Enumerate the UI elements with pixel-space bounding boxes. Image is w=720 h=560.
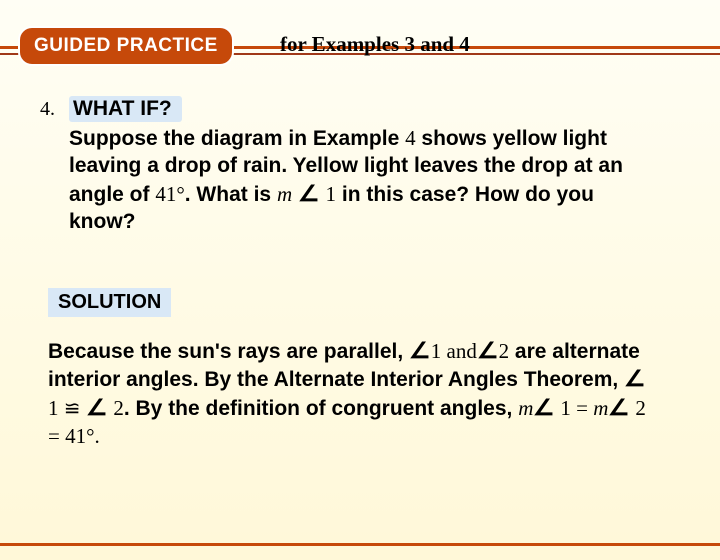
angle-icon: ∠: [477, 337, 499, 365]
q-example-number: 4: [405, 126, 416, 150]
angle-icon: ∠: [86, 394, 108, 422]
question-row: 4. WHAT IF? Suppose the diagram in Examp…: [40, 96, 660, 236]
question-text: Suppose the diagram in Example 4 shows y…: [69, 125, 660, 236]
question-number: 4.: [40, 98, 55, 236]
q-text-part1: Suppose the diagram in Example: [69, 127, 405, 150]
what-if-badge: WHAT IF?: [69, 96, 182, 122]
sol-m2: m: [593, 396, 608, 420]
q-angle-value: 41°: [155, 182, 184, 206]
angle-icon: ∠: [624, 365, 646, 393]
q-m-variable: m: [277, 182, 292, 206]
congruent-icon: ≌: [64, 398, 81, 420]
solution-text: Because the sun's rays are parallel, ∠1 …: [40, 337, 660, 452]
angle-icon: ∠: [409, 337, 431, 365]
sol-m1: m: [518, 396, 533, 420]
angle-icon: ∠: [608, 394, 630, 422]
sol-part-e: . By the definition of congruent angles,: [124, 397, 518, 420]
header-subtitle: for Examples 3 and 4: [280, 32, 470, 57]
footer-line-orange: [0, 543, 720, 546]
sol-part-c-lead: 2: [499, 339, 510, 363]
content-area: 4. WHAT IF? Suppose the diagram in Examp…: [0, 68, 720, 451]
q-text-part3: . What is: [185, 183, 277, 206]
angle-icon: ∠: [533, 394, 555, 422]
angle-icon: ∠: [298, 180, 320, 208]
sol-part-b: 1 and: [431, 339, 477, 363]
sol-part-f: 1 =: [555, 396, 593, 420]
solution-badge: SOLUTION: [48, 288, 171, 317]
sol-part-a: Because the sun's rays are parallel,: [48, 340, 409, 363]
sol-angle1: 1: [48, 396, 64, 420]
guided-practice-badge: GUIDED PRACTICE: [18, 26, 234, 66]
question-body: WHAT IF? Suppose the diagram in Example …: [69, 96, 660, 236]
q-one: 1: [326, 182, 337, 206]
header-bar: GUIDED PRACTICE for Examples 3 and 4: [0, 20, 720, 68]
sol-angle2: 2: [108, 396, 124, 420]
